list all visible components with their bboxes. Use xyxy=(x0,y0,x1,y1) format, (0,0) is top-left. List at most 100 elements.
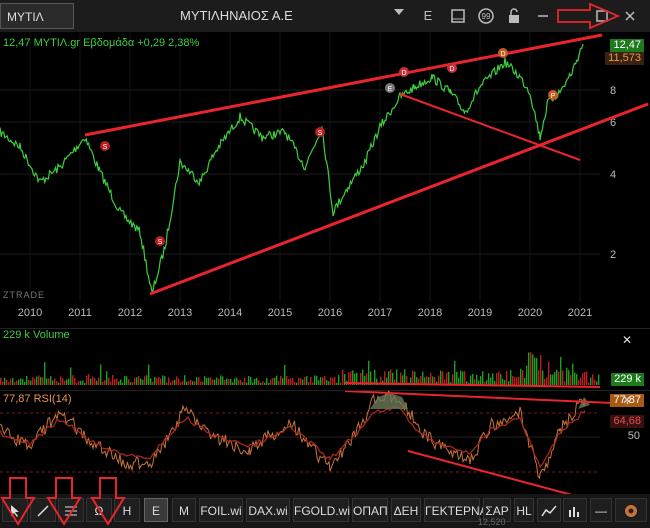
svg-text:99: 99 xyxy=(482,12,491,21)
volume-bar xyxy=(376,378,378,385)
volume-bar xyxy=(180,382,182,385)
chart-bars-icon[interactable] xyxy=(563,498,587,522)
rsi-signal-line xyxy=(0,405,586,469)
tab-gekterna[interactable]: ΓΕΚΤΕΡΝΑ xyxy=(424,498,488,522)
volume-bar xyxy=(432,376,434,385)
fib-tool-icon[interactable] xyxy=(58,498,84,522)
x-tick-label: 2012 xyxy=(118,307,142,319)
volume-bar xyxy=(396,369,398,385)
volume-bar xyxy=(328,381,330,385)
signal-marker xyxy=(548,90,558,100)
tab-hl[interactable]: HL xyxy=(514,498,534,522)
volume-chart-canvas[interactable] xyxy=(0,329,650,391)
volume-bar xyxy=(312,382,314,385)
e-button[interactable]: E xyxy=(423,8,433,23)
volume-bar xyxy=(538,370,540,385)
volume-bar xyxy=(294,382,296,385)
volume-bar xyxy=(158,376,160,385)
tab-sar[interactable]: ΣΑΡ xyxy=(483,498,511,522)
volume-bar xyxy=(64,380,66,385)
chevron-down-icon[interactable] xyxy=(394,9,404,15)
volume-bar xyxy=(462,371,464,385)
volume-bar xyxy=(110,381,112,385)
tab-m[interactable]: M xyxy=(172,498,196,522)
volume-bar xyxy=(590,377,592,385)
volume-bar xyxy=(580,377,582,385)
volume-bar xyxy=(58,382,60,385)
volume-bar xyxy=(18,379,20,385)
volume-bar xyxy=(112,375,114,385)
x-tick-label: 2010 xyxy=(18,307,42,319)
volume-bar xyxy=(436,381,438,385)
volume-bar xyxy=(556,369,558,385)
volume-bar xyxy=(316,375,318,385)
price-chart-canvas[interactable]: 8 6 4 2 2010 2011 2012 2013 2014 2015 2016 2017 2018… xyxy=(0,32,650,328)
volume-bar xyxy=(330,377,332,385)
volume-bar xyxy=(184,375,186,385)
volume-bar xyxy=(248,375,250,385)
tab-opap[interactable]: ΟΠΑΠ xyxy=(352,498,388,522)
chart-line-icon[interactable] xyxy=(537,498,561,522)
volume-bar xyxy=(182,380,184,385)
volume-bar xyxy=(146,375,148,385)
rsi-legend: 77,87 RSI(14) xyxy=(3,393,72,405)
h-tool-icon[interactable]: H xyxy=(114,498,140,522)
y-tick-label: 4 xyxy=(610,169,616,181)
lock-icon[interactable] xyxy=(504,6,524,26)
volume-bar xyxy=(156,378,158,385)
volume-bar xyxy=(548,361,550,385)
rsi-panel[interactable]: 77,87 RSI(14) 77,87 64,68 50 ✕ xyxy=(0,390,650,496)
close-icon[interactable]: ✕ xyxy=(621,333,632,347)
volume-bar xyxy=(308,382,310,385)
volume-bar xyxy=(26,375,28,385)
volume-bar xyxy=(120,379,122,385)
trendline-cross xyxy=(399,93,581,161)
volume-panel[interactable]: 229 k Volume 229 k ✕ xyxy=(0,328,650,391)
volume-bar xyxy=(302,379,304,385)
minimize-icon[interactable] xyxy=(533,6,553,26)
volume-bar xyxy=(338,375,340,385)
volume-bar xyxy=(420,376,422,385)
volume-bar xyxy=(88,374,90,385)
volume-bar xyxy=(132,382,134,385)
price-chart[interactable]: 8 6 4 2 2010 2011 2012 2013 2014 2015 2016 2017 2018… xyxy=(0,32,650,328)
minus-icon[interactable]: — xyxy=(590,498,612,522)
volume-bar xyxy=(428,376,430,385)
volume-bar xyxy=(178,378,180,385)
settings-icon[interactable] xyxy=(615,498,647,522)
volume-bar xyxy=(412,370,414,385)
rsi-chart-canvas[interactable] xyxy=(0,390,650,496)
volume-bar xyxy=(388,371,390,385)
volume-bar xyxy=(14,382,16,385)
symbol-input[interactable]: ΜΥΤΙΛ xyxy=(0,3,74,29)
volume-bar xyxy=(50,376,52,385)
tab-dax[interactable]: DAX.wi xyxy=(246,498,290,522)
tab-deh[interactable]: ΔΕΗ xyxy=(391,498,421,522)
tab-foil[interactable]: FOIL.wi xyxy=(199,498,243,522)
volume-bar xyxy=(468,382,470,385)
volume-bar xyxy=(46,378,48,385)
volume-bar xyxy=(476,374,478,385)
volume-bar xyxy=(442,371,444,385)
signal-marker xyxy=(315,127,325,137)
tab-fgold[interactable]: FGOLD.wi xyxy=(293,498,350,522)
close-icon[interactable] xyxy=(620,6,640,26)
quote-icon[interactable]: 99 xyxy=(476,6,496,26)
volume-bar xyxy=(60,376,62,385)
signal-marker xyxy=(447,63,457,73)
volume-bar xyxy=(386,377,388,385)
line-tool-icon[interactable] xyxy=(30,498,56,522)
volume-bar xyxy=(32,377,34,385)
volume-bar xyxy=(334,377,336,385)
layout-icon[interactable] xyxy=(448,6,468,26)
close-icon[interactable]: ✕ xyxy=(621,393,632,407)
maximize-icon[interactable] xyxy=(592,6,612,26)
volume-bar xyxy=(456,371,458,385)
volume-bar xyxy=(520,368,522,385)
volume-bar xyxy=(332,377,334,385)
volume-bar xyxy=(164,376,166,385)
tab-e[interactable]: E xyxy=(144,498,168,522)
volume-bar xyxy=(240,380,242,385)
volume-bar xyxy=(98,377,100,385)
volume-bar xyxy=(480,376,482,385)
